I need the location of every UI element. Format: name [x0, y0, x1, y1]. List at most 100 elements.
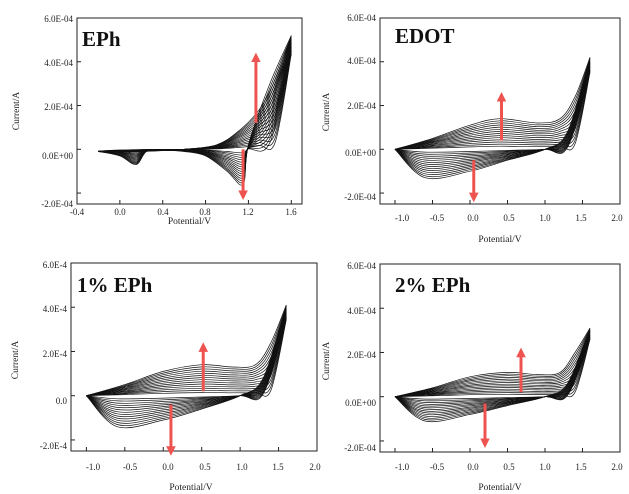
x-tick-label: 1.5	[272, 462, 284, 472]
x-tick-label: 1.0	[236, 462, 248, 472]
x-tick-label: 2.0	[309, 462, 321, 472]
cv-reverse-scan	[394, 336, 591, 405]
cv-reverse-scan	[394, 63, 591, 169]
cv-reverse-scan	[394, 337, 591, 404]
cv-forward-scan	[394, 71, 591, 150]
cv-reverse-scan	[394, 333, 591, 410]
cv-reverse-scan	[394, 58, 591, 178]
cv-forward-scan	[394, 58, 591, 150]
x-tick-label: 1.6	[285, 207, 297, 217]
x-tick-label: 0.0	[114, 207, 126, 217]
y-tick-label: 4.0E-04	[347, 306, 376, 316]
x-tick-label: 0.0	[467, 462, 479, 472]
cv-reverse-scan	[394, 339, 591, 401]
chart-panel-edot: EDOT Potential/V Current/A -1.0 -0.5 0.0…	[322, 13, 623, 245]
cv-forward-scan	[394, 67, 591, 150]
cv-forward-scan	[86, 314, 287, 397]
chart-panel-1pct-eph: 1% EPh Potential/V Current/A -1.0 -0.5 0…	[11, 260, 321, 493]
cv-reverse-scan	[86, 304, 287, 429]
cv-reverse-scan	[394, 61, 591, 171]
panel-title: 2% EPh	[395, 273, 471, 297]
cv-forward-scan	[98, 44, 292, 152]
chart-marks	[71, 262, 318, 456]
cv-reverse-scan	[394, 64, 591, 167]
cv-reverse-scan	[394, 333, 591, 412]
cv-forward-scan	[394, 331, 591, 398]
cv-reverse-scan	[394, 65, 591, 165]
cv-forward-scan	[86, 304, 287, 397]
x-tick-label: 1.0	[539, 462, 551, 472]
cv-forward-scan	[394, 332, 591, 398]
cv-reverse-scan	[394, 329, 591, 419]
cv-reverse-scan	[86, 306, 287, 426]
cv-reverse-scan	[394, 72, 591, 154]
x-tick-label: 0.5	[503, 462, 515, 472]
cv-forward-scan	[394, 339, 591, 398]
y-axis-label: Current/A	[12, 92, 22, 131]
cv-reverse-scan	[394, 335, 591, 407]
plot-frame	[70, 262, 318, 452]
cv-forward-scan	[98, 51, 292, 152]
x-tick-label: 0.4	[157, 207, 169, 217]
x-tick-label: 0.5	[199, 462, 211, 472]
x-axis-label: Potential/V	[169, 483, 212, 493]
cv-forward-scan	[394, 337, 591, 398]
cv-forward-scan	[86, 306, 287, 397]
y-tick-label: 0.0E+00	[345, 398, 376, 408]
cv-forward-scan	[394, 65, 591, 150]
y-tick-label: 4.0E-04	[347, 56, 376, 66]
x-tick-label: 1.5	[575, 213, 587, 223]
cv-reverse-scan	[394, 332, 591, 414]
x-tick-label: 1.2	[242, 207, 253, 217]
cv-forward-scan	[394, 329, 591, 398]
cv-forward-scan	[86, 312, 287, 397]
y-axis-label: Current/A	[322, 342, 332, 381]
cv-forward-scan	[86, 311, 287, 397]
plot-frame	[379, 17, 621, 205]
chart-panel-2pct-eph: 2% EPh Potential/V Current/A -1.0 -0.5 0…	[322, 261, 623, 493]
cv-reverse-scan	[98, 35, 292, 186]
cv-forward-scan	[98, 49, 292, 152]
cv-reverse-scan	[86, 317, 287, 404]
panel-title: EDOT	[395, 24, 455, 48]
cv-reverse-scan	[86, 308, 287, 422]
cv-reverse-scan	[394, 331, 591, 416]
cv-forward-scan	[394, 330, 591, 398]
cv-reverse-scan	[98, 37, 292, 181]
cv-forward-scan	[86, 319, 287, 397]
cv-forward-scan	[86, 308, 287, 397]
y-tick-label: -2.0E-04	[41, 199, 73, 209]
cv-forward-scan	[98, 42, 292, 152]
cv-forward-scan	[86, 318, 287, 397]
x-tick-label: -0.5	[430, 462, 445, 472]
cv-forward-scan	[98, 52, 292, 152]
cv-reverse-scan	[86, 318, 287, 402]
x-tick-label: -1.0	[395, 462, 410, 472]
cv-forward-scan	[98, 40, 292, 152]
x-tick-label: 1.5	[575, 462, 587, 472]
cv-forward-scan	[394, 335, 591, 398]
y-tick-label: 2.0E-04	[347, 101, 376, 111]
cv-reverse-scan	[394, 338, 591, 402]
cv-forward-scan	[394, 64, 591, 150]
cv-forward-scan	[394, 338, 591, 398]
cv-reverse-scan	[394, 57, 591, 180]
x-tick-label: 2.0	[611, 462, 623, 472]
cv-reverse-scan	[86, 312, 287, 413]
cv-reverse-scan	[394, 67, 591, 161]
cv-forward-scan	[394, 66, 591, 150]
cv-forward-scan	[394, 63, 591, 150]
x-tick-label: 0.5	[503, 213, 515, 223]
y-axis-label: Current/A	[322, 93, 332, 132]
cv-forward-scan	[86, 309, 287, 397]
y-axis-label: Current/A	[11, 341, 21, 380]
cv-reverse-scan	[394, 330, 591, 417]
cv-forward-scan	[98, 47, 292, 152]
cv-reverse-scan	[86, 319, 287, 401]
cv-reverse-scan	[86, 307, 287, 424]
cv-reverse-scan	[394, 327, 591, 423]
y-tick-label: -2.0E-04	[344, 192, 376, 202]
y-tick-label: 6.0E-4	[43, 260, 68, 270]
cv-reverse-scan	[394, 328, 591, 421]
cv-forward-scan	[86, 315, 287, 397]
